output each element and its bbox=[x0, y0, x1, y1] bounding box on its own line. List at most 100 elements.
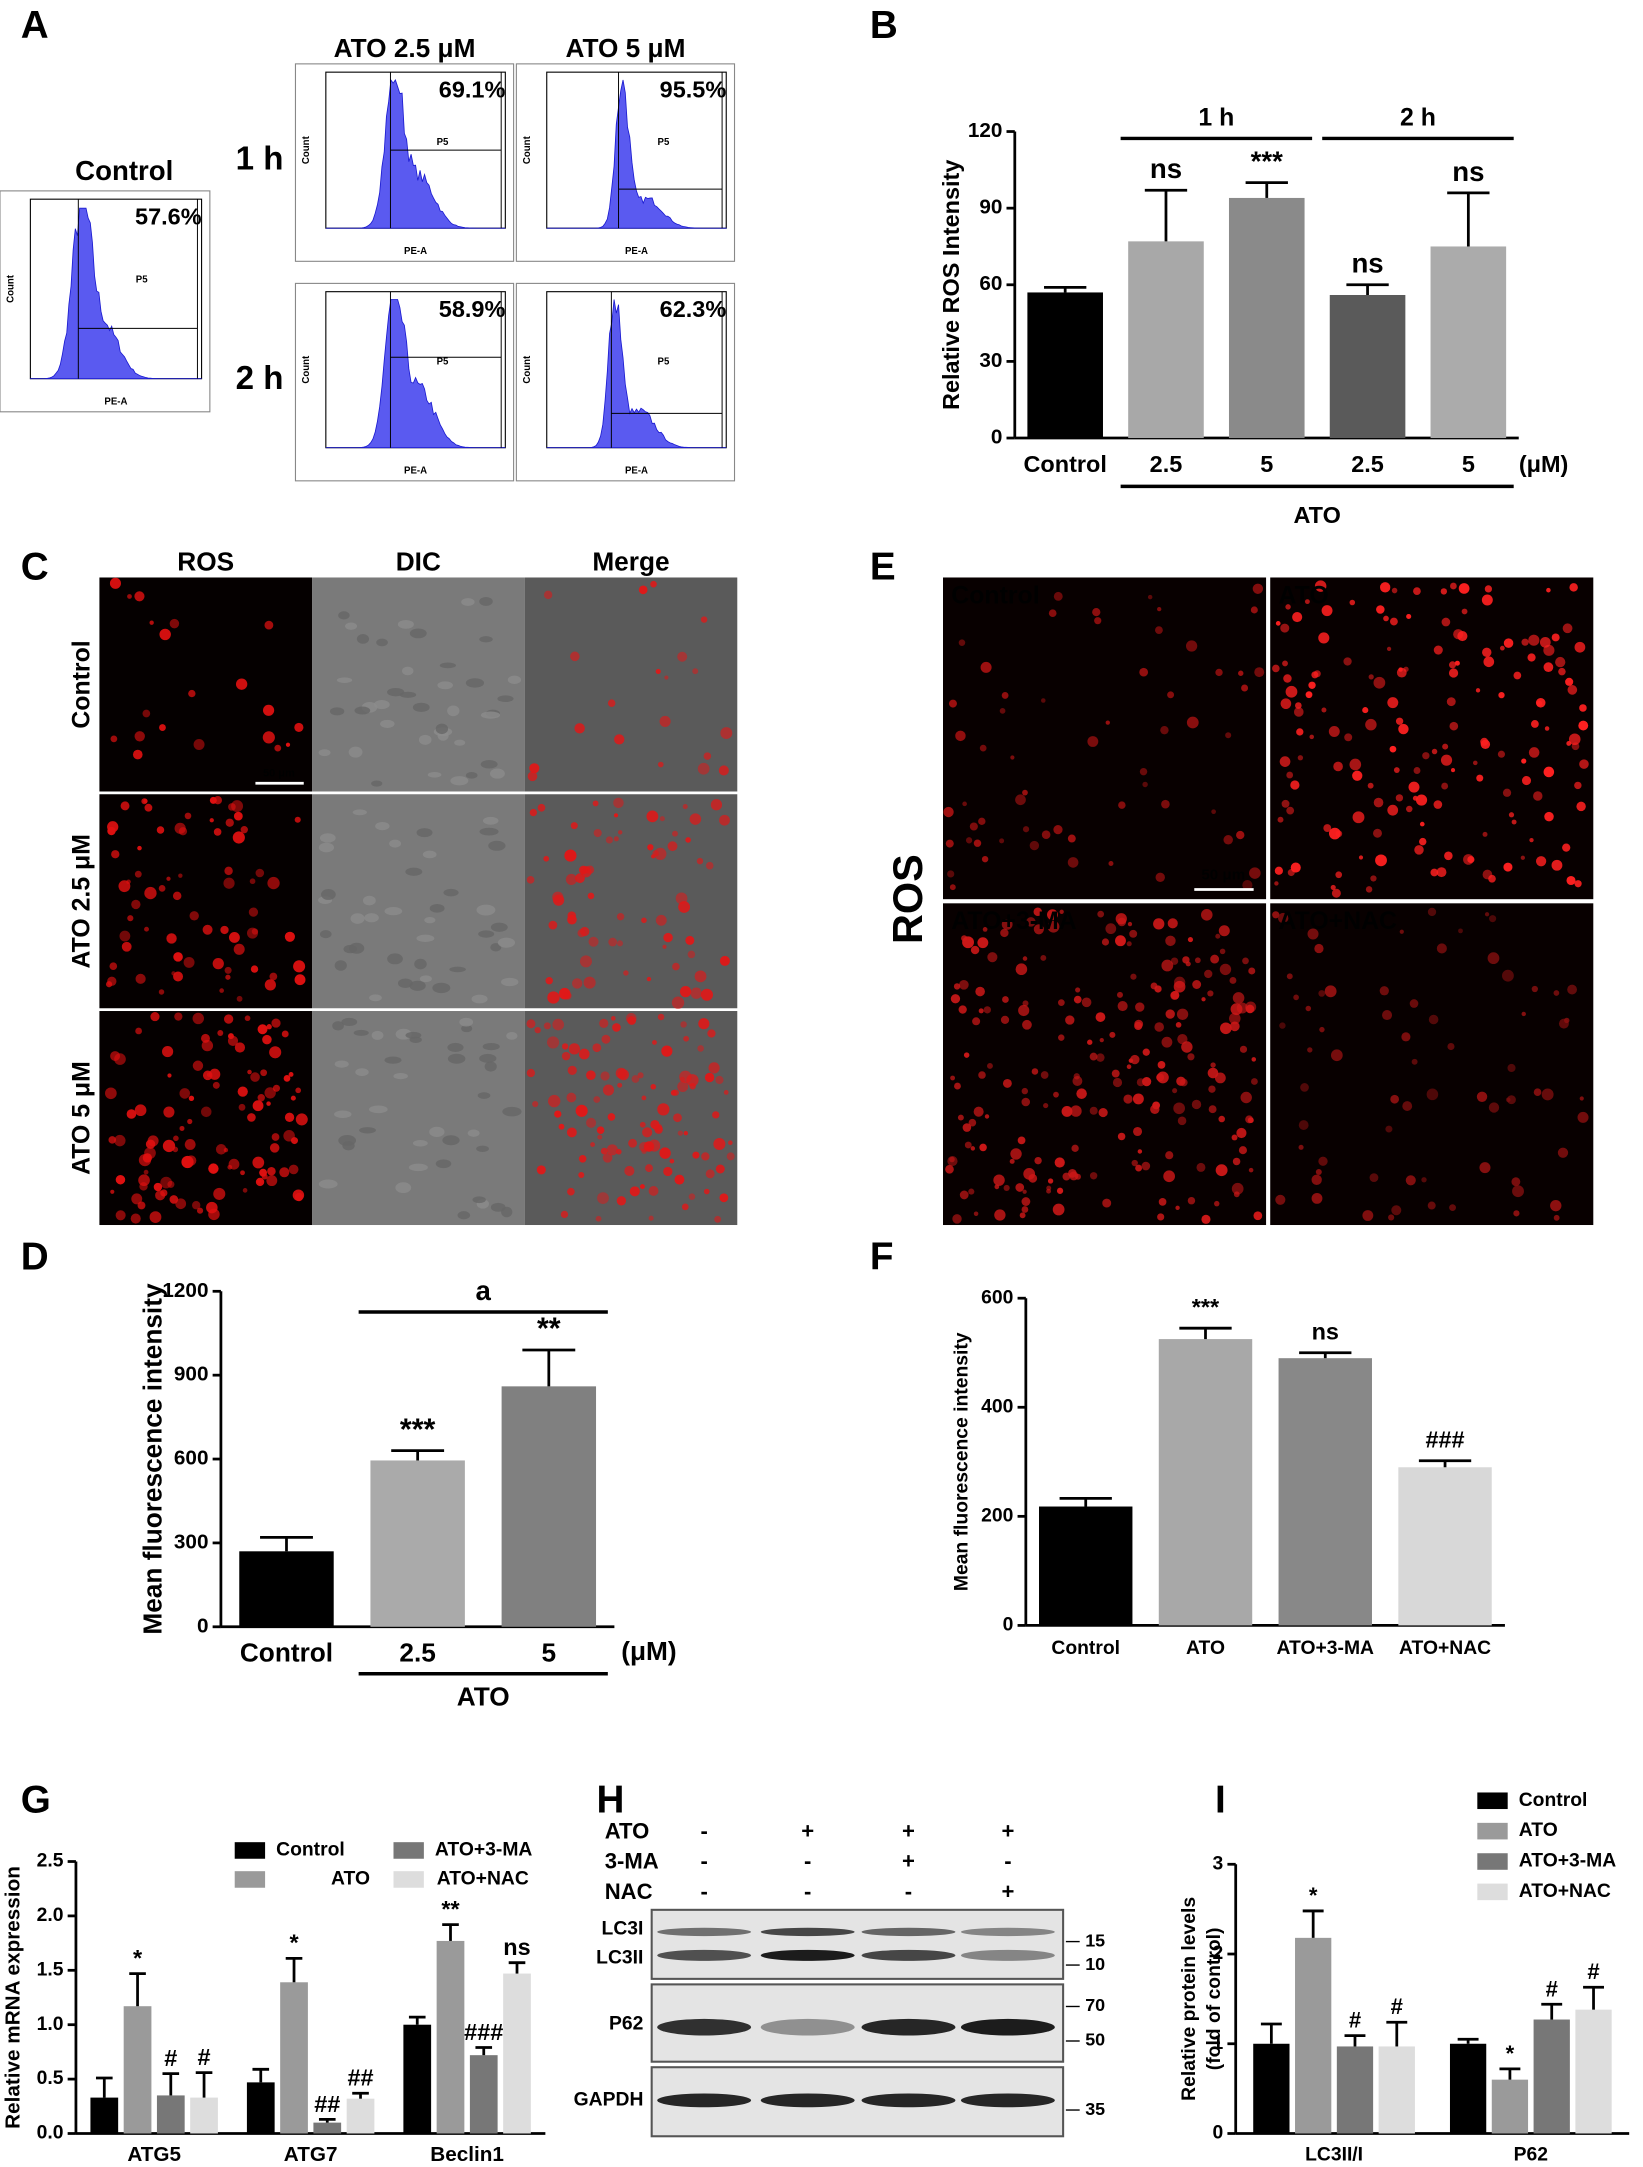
cell bbox=[1313, 670, 1321, 678]
cell bbox=[1419, 837, 1427, 846]
cell bbox=[1388, 1214, 1395, 1221]
cell bbox=[1321, 707, 1327, 713]
dic-cell bbox=[442, 1135, 460, 1146]
cell bbox=[1118, 801, 1126, 809]
cell bbox=[1398, 723, 1409, 735]
dic-cell bbox=[318, 842, 335, 853]
marker-label: 10 bbox=[1085, 1954, 1105, 1974]
treatment-sign: + bbox=[1001, 1879, 1014, 1904]
legend-swatch bbox=[1477, 1883, 1508, 1901]
cell bbox=[1553, 990, 1560, 996]
cell bbox=[578, 1048, 590, 1060]
cell bbox=[1507, 1063, 1516, 1073]
cell bbox=[1527, 653, 1536, 662]
cell bbox=[250, 965, 259, 973]
dic-cell bbox=[490, 922, 508, 932]
cell bbox=[1099, 1037, 1104, 1043]
image-label: ATO bbox=[1279, 582, 1329, 609]
bar bbox=[90, 2097, 119, 2134]
cell bbox=[1272, 911, 1280, 919]
bar bbox=[1430, 246, 1507, 439]
cell bbox=[1015, 1183, 1025, 1192]
cell bbox=[1251, 1057, 1257, 1062]
marker-label: 50 bbox=[1085, 2030, 1105, 2050]
treatment-sign: - bbox=[804, 1879, 811, 1904]
error-bar bbox=[522, 1348, 576, 1387]
cell bbox=[532, 1100, 539, 1108]
error-bar bbox=[391, 1449, 445, 1461]
cell bbox=[1375, 854, 1387, 867]
cell bbox=[1428, 1014, 1439, 1025]
cell bbox=[232, 831, 245, 844]
dic-cell bbox=[389, 839, 402, 848]
cell bbox=[1248, 1167, 1254, 1173]
cell bbox=[1236, 1127, 1247, 1139]
band-label: LC3II bbox=[596, 1947, 643, 1968]
cell bbox=[1111, 1069, 1120, 1078]
cell bbox=[193, 739, 205, 751]
cell bbox=[1157, 1061, 1166, 1069]
cell bbox=[683, 1035, 690, 1042]
cell bbox=[1324, 985, 1337, 998]
dic-cell bbox=[354, 706, 371, 715]
cell bbox=[651, 854, 656, 859]
cell bbox=[703, 1188, 710, 1195]
treatment-sign: - bbox=[804, 1849, 811, 1874]
cell bbox=[1116, 991, 1123, 998]
cell bbox=[968, 1188, 975, 1195]
cell bbox=[970, 1146, 976, 1151]
cell bbox=[663, 932, 673, 943]
cell bbox=[719, 955, 730, 966]
cell bbox=[1018, 1004, 1030, 1017]
cell bbox=[1309, 734, 1314, 740]
bracket-label: a bbox=[476, 1275, 492, 1306]
cell bbox=[1208, 1085, 1216, 1093]
gate-label: P5 bbox=[437, 137, 449, 148]
cell bbox=[981, 855, 989, 863]
flow-column-title: ATO 2.5 μM bbox=[334, 33, 476, 63]
cell bbox=[1314, 580, 1327, 592]
dic-cell bbox=[472, 1196, 486, 1204]
cell bbox=[1173, 1102, 1185, 1115]
cell bbox=[1373, 676, 1386, 689]
cell bbox=[1421, 1177, 1427, 1183]
cell bbox=[1444, 851, 1453, 861]
cell bbox=[1095, 1012, 1106, 1022]
cell bbox=[1247, 1117, 1254, 1124]
treatment-sign: + bbox=[801, 1818, 814, 1843]
cell bbox=[697, 762, 710, 775]
cell bbox=[1578, 720, 1589, 731]
cell bbox=[1274, 881, 1279, 886]
cell bbox=[1152, 1101, 1161, 1110]
cell bbox=[1419, 821, 1425, 827]
cell bbox=[1242, 957, 1249, 965]
cell bbox=[1076, 1088, 1087, 1099]
cell bbox=[1373, 797, 1384, 808]
panel-letter: D bbox=[21, 1236, 49, 1279]
cell bbox=[601, 1034, 611, 1044]
cell bbox=[1150, 982, 1158, 990]
error-bar bbox=[1179, 1326, 1232, 1340]
dic-cell bbox=[397, 978, 413, 988]
cell bbox=[674, 1174, 685, 1185]
cell bbox=[1196, 1162, 1206, 1172]
cell bbox=[1089, 1172, 1098, 1180]
cell bbox=[142, 709, 151, 718]
cell bbox=[999, 838, 1005, 844]
cell bbox=[984, 1114, 990, 1119]
cell bbox=[650, 580, 657, 588]
cell bbox=[615, 1148, 622, 1155]
significance: # bbox=[1391, 1994, 1403, 2019]
cell bbox=[1087, 1039, 1093, 1045]
cell bbox=[1280, 698, 1292, 709]
cell bbox=[970, 945, 980, 955]
dic-cell bbox=[449, 966, 466, 973]
x-tick-label: Control bbox=[240, 1637, 333, 1667]
panel-letter: A bbox=[21, 4, 49, 47]
dic-cell bbox=[506, 1031, 518, 1040]
dic-cell bbox=[408, 1163, 428, 1172]
cell bbox=[1448, 661, 1457, 669]
cell bbox=[1318, 990, 1326, 997]
cell bbox=[1430, 868, 1439, 877]
blot-band bbox=[861, 1949, 956, 1961]
